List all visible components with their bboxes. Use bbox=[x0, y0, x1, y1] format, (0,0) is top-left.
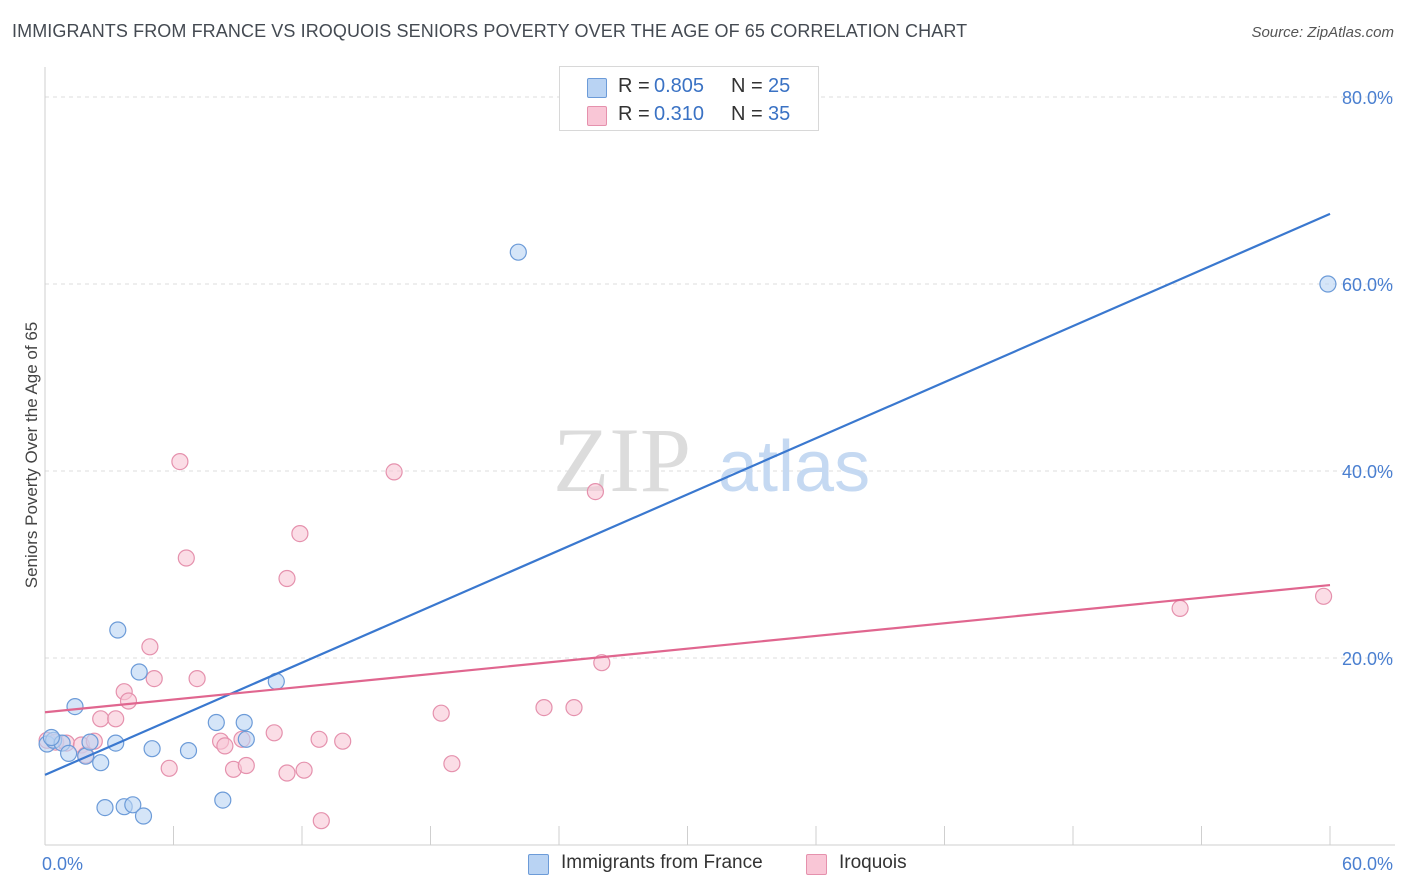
iroquois-point bbox=[145, 669, 163, 688]
iroquois-point bbox=[565, 698, 583, 717]
iroquois-swatch bbox=[587, 106, 607, 126]
correlation-legend: R = 0.805 N = 25 R = 0.310 N = 35 bbox=[559, 66, 819, 131]
france-swatch bbox=[528, 854, 549, 875]
iroquois-point bbox=[188, 669, 206, 688]
r-label: R = bbox=[618, 75, 650, 97]
iroquois-point bbox=[1314, 587, 1333, 605]
iroquois-point bbox=[265, 724, 283, 742]
series-legend: Immigrants from France Iroquois bbox=[0, 852, 1406, 878]
iroquois-point bbox=[432, 704, 450, 722]
r-label: R = bbox=[618, 103, 650, 125]
iroquois-point bbox=[443, 755, 461, 773]
iroquois-point bbox=[535, 698, 553, 717]
legend-label: Immigrants from France bbox=[561, 852, 763, 873]
r-value: 0.805 bbox=[654, 75, 705, 97]
watermark-zip: ZIP bbox=[553, 409, 691, 511]
n-value: 25 bbox=[768, 75, 791, 97]
iroquois-point bbox=[586, 483, 605, 501]
iroquois-point bbox=[119, 692, 138, 710]
iroquois-point bbox=[295, 761, 313, 779]
n-label: N = bbox=[731, 103, 763, 125]
n-label: N = bbox=[731, 75, 763, 97]
iroquois-point bbox=[312, 812, 330, 830]
iroquois-point bbox=[107, 710, 125, 728]
france-point bbox=[92, 754, 110, 772]
france-trendline bbox=[44, 212, 1331, 776]
france-point bbox=[235, 713, 253, 732]
iroquois-point bbox=[278, 569, 296, 588]
iroquois-trendline bbox=[44, 583, 1331, 714]
y-axis-label: Seniors Poverty Over the Age of 65 bbox=[22, 322, 41, 588]
tick-labels: 20.0% 40.0% 60.0% 80.0% 0.0% 60.0% bbox=[42, 88, 1393, 874]
y-tick-label: 60.0% bbox=[1342, 275, 1393, 295]
iroquois-point bbox=[92, 710, 110, 728]
watermark: ZIP atlas bbox=[553, 409, 870, 511]
iroquois-point bbox=[237, 756, 255, 775]
data-points bbox=[38, 243, 1337, 830]
iroquois-point bbox=[216, 737, 234, 755]
iroquois-swatch bbox=[806, 854, 827, 875]
watermark-atlas: atlas bbox=[718, 427, 870, 507]
iroquois-point bbox=[171, 453, 189, 471]
y-tick-label: 80.0% bbox=[1342, 88, 1393, 108]
r-value: 0.310 bbox=[654, 103, 705, 125]
legend-label: Iroquois bbox=[839, 852, 907, 873]
iroquois-point bbox=[160, 759, 178, 777]
iroquois-point bbox=[278, 764, 296, 782]
france-point bbox=[214, 791, 232, 809]
x-tick-label: 60.0% bbox=[1342, 854, 1393, 874]
france-point bbox=[96, 798, 114, 817]
iroquois-point bbox=[385, 463, 403, 481]
y-tick-label: 40.0% bbox=[1342, 462, 1393, 482]
axes bbox=[44, 67, 1395, 846]
iroquois-point bbox=[593, 654, 611, 672]
iroquois-point bbox=[141, 638, 159, 656]
france-point bbox=[81, 733, 99, 751]
iroquois-point bbox=[177, 549, 195, 567]
france-point bbox=[59, 744, 78, 763]
iroquois-point bbox=[310, 730, 328, 748]
france-point bbox=[143, 740, 161, 758]
iroquois-point bbox=[1171, 599, 1189, 618]
france-point bbox=[509, 243, 527, 261]
france-point bbox=[237, 730, 255, 748]
source-label: Source: ZipAtlas.com bbox=[1251, 24, 1394, 41]
france-point bbox=[109, 621, 127, 639]
legend-row-iroquois: R = 0.310 N = 35 bbox=[560, 101, 818, 129]
trendlines bbox=[44, 212, 1331, 776]
france-swatch bbox=[587, 78, 607, 98]
x-tick-label: 0.0% bbox=[42, 854, 83, 874]
france-point bbox=[1319, 275, 1337, 293]
france-point bbox=[207, 713, 225, 732]
gridlines bbox=[45, 96, 1395, 659]
n-value: 35 bbox=[768, 103, 791, 125]
chart-title: IMMIGRANTS FROM FRANCE VS IROQUOIS SENIO… bbox=[12, 21, 968, 41]
y-tick-label: 20.0% bbox=[1342, 649, 1393, 669]
iroquois-point bbox=[334, 732, 352, 750]
france-point bbox=[42, 728, 61, 747]
france-point bbox=[134, 807, 153, 825]
legend-row-france: R = 0.805 N = 25 bbox=[560, 73, 818, 101]
france-point bbox=[66, 697, 84, 716]
france-point bbox=[130, 663, 148, 681]
iroquois-point bbox=[291, 524, 309, 543]
france-point bbox=[179, 741, 198, 760]
france-point bbox=[124, 796, 142, 814]
